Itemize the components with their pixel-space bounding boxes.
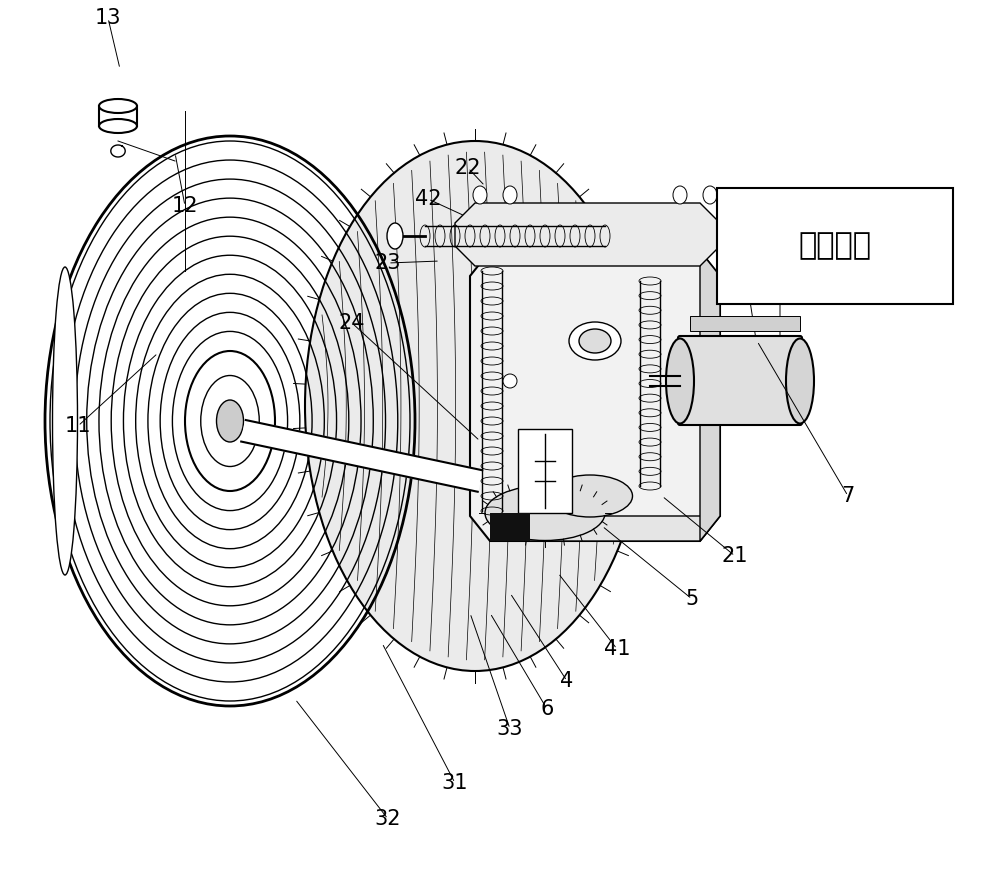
Text: 33: 33	[497, 719, 523, 739]
Text: 12: 12	[172, 196, 198, 216]
Ellipse shape	[548, 475, 633, 517]
Ellipse shape	[305, 141, 645, 671]
Text: 13: 13	[95, 8, 121, 28]
Polygon shape	[518, 429, 572, 513]
Ellipse shape	[569, 322, 621, 360]
Text: 6: 6	[540, 699, 554, 719]
Polygon shape	[490, 516, 720, 541]
Text: 22: 22	[455, 158, 481, 178]
Ellipse shape	[52, 267, 78, 575]
Text: 24: 24	[339, 313, 365, 333]
Text: 31: 31	[442, 773, 468, 793]
Polygon shape	[470, 251, 720, 541]
Ellipse shape	[185, 351, 275, 491]
Ellipse shape	[473, 186, 487, 204]
Ellipse shape	[99, 99, 137, 113]
Text: 4: 4	[560, 671, 574, 691]
Polygon shape	[455, 203, 720, 266]
Polygon shape	[700, 251, 720, 541]
Ellipse shape	[99, 119, 137, 133]
Text: 5: 5	[685, 589, 699, 609]
Text: 控制装置: 控制装置	[798, 232, 872, 260]
Ellipse shape	[216, 400, 244, 442]
Ellipse shape	[703, 186, 717, 204]
Text: 23: 23	[375, 253, 401, 273]
Ellipse shape	[503, 186, 517, 204]
Ellipse shape	[666, 339, 694, 423]
Ellipse shape	[673, 186, 687, 204]
Ellipse shape	[786, 339, 814, 423]
Ellipse shape	[485, 485, 605, 541]
Text: 41: 41	[604, 639, 630, 659]
Ellipse shape	[503, 374, 517, 388]
Ellipse shape	[387, 223, 403, 249]
Ellipse shape	[579, 329, 611, 353]
Text: 11: 11	[65, 416, 91, 436]
FancyBboxPatch shape	[717, 188, 953, 304]
Ellipse shape	[201, 375, 259, 467]
Polygon shape	[690, 316, 800, 331]
Text: 32: 32	[375, 809, 401, 829]
Text: 7: 7	[841, 486, 855, 506]
Text: 21: 21	[722, 546, 748, 566]
FancyBboxPatch shape	[678, 336, 802, 425]
FancyBboxPatch shape	[490, 513, 530, 541]
Text: 42: 42	[415, 189, 441, 209]
Polygon shape	[241, 420, 482, 492]
